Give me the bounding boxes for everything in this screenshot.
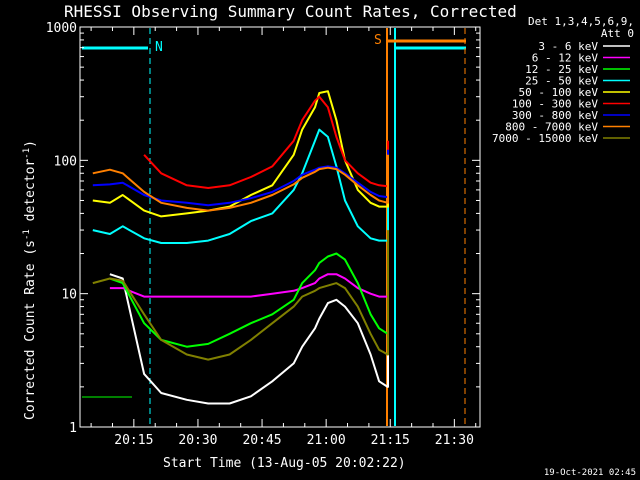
x-tick-label: 20:30: [178, 433, 217, 448]
x-tick-label: 21:00: [307, 433, 346, 448]
legend-header-detectors: Det 1,3,4,5,6,9,: [528, 15, 634, 28]
y-axis-label-e: ): [23, 140, 38, 148]
legend-label-1: 3 - 6 keV: [538, 40, 598, 53]
legend-header-attenuator: Att 0: [601, 27, 634, 40]
y-axis-label-c: detector: [23, 159, 38, 230]
legend-label-2: 6 - 12 keV: [532, 52, 599, 65]
timestamp-label: 19-Oct-2021 02:45: [544, 468, 636, 478]
series-layer: [92, 90, 389, 405]
chart-title: RHESSI Observing Summary Count Rates, Co…: [64, 2, 517, 21]
night-flag-label: N: [155, 40, 163, 55]
y-axis-label: Corrected Count Rate (s-1 detector-1): [22, 140, 38, 420]
legend-label-7: 300 - 800 keV: [512, 109, 598, 122]
series-line-4: [92, 128, 389, 244]
series-line-9: [92, 230, 389, 361]
series-line-3: [109, 230, 389, 348]
legend-label-4: 25 - 50 keV: [525, 75, 598, 88]
y-tick-label: 10: [61, 288, 77, 303]
y-tick-label: 1: [69, 421, 77, 436]
y-axis-label-b: -1: [22, 229, 32, 240]
y-axis-label-a: Corrected Count Rate (s: [23, 240, 38, 420]
x-tick-label: 20:15: [114, 433, 153, 448]
series-line-6: [143, 95, 389, 189]
series-line-2: [109, 240, 389, 298]
series-line-1: [109, 253, 389, 405]
x-tick-label: 20:45: [242, 433, 281, 448]
saa-flag-label: S: [374, 33, 382, 48]
legend-label-6: 100 - 300 keV: [512, 98, 598, 111]
plot-border: [79, 26, 481, 428]
plot-frame: [79, 26, 481, 428]
series-line-5: [92, 90, 389, 218]
y-tick-label: 1000: [46, 21, 77, 36]
axis-layer: 20:15 20:30 20:45 21:00 21:15 21:30 1 10 100 1000: [46, 21, 480, 448]
series-line-8: [92, 154, 389, 212]
x-axis-label: Start Time (13-Aug-05 20:02:22): [163, 456, 406, 471]
x-tick-label: 21:30: [435, 433, 474, 448]
x-tick-label: 21:15: [371, 433, 410, 448]
legend-label-5: 50 - 100 keV: [519, 86, 599, 99]
legend-label-8: 800 - 7000 keV: [505, 121, 598, 134]
y-axis-label-d: -1: [22, 148, 32, 159]
y-tick-label: 100: [54, 154, 77, 169]
legend-label-3: 12 - 25 keV: [525, 63, 598, 76]
legend-label-9: 7000 - 15000 keV: [492, 132, 598, 145]
